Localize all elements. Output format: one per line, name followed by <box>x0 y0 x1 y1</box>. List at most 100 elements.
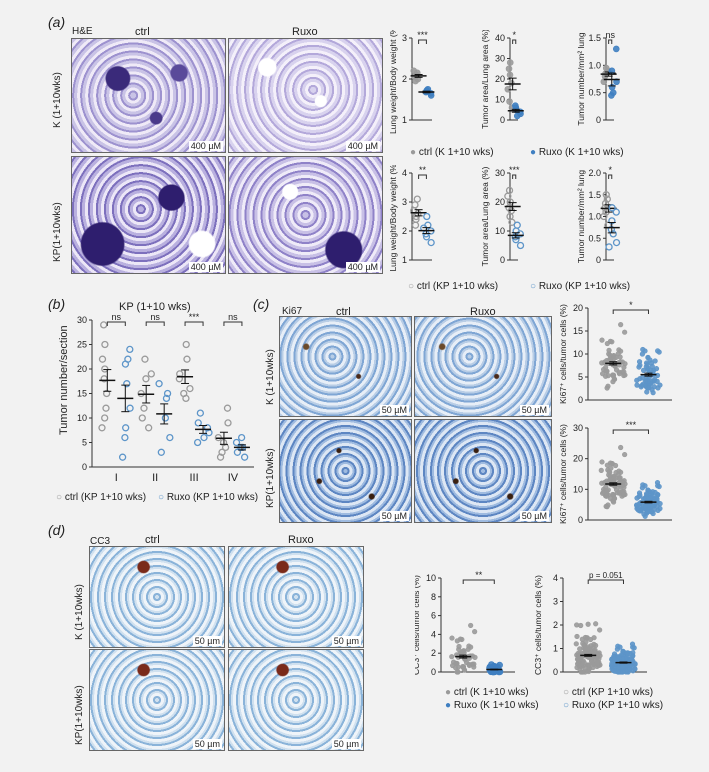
data-point <box>102 404 110 412</box>
y-tick-label: 1.5 <box>588 33 601 43</box>
data-point <box>628 662 634 668</box>
data-point <box>140 404 148 412</box>
data-point <box>608 92 615 99</box>
legend-ring-ruxo: ○ <box>158 492 165 503</box>
legend-d-k-ruxo: ● Ruxo (K 1+10 wks) <box>445 700 539 711</box>
significance-label: * <box>629 300 633 310</box>
data-point <box>630 650 636 656</box>
ki67-ruxo-k-image: 50 µM <box>414 316 552 417</box>
significance-bracket <box>462 579 495 584</box>
legend-b-ruxo: ○ Ruxo (KP 1+10 wks) <box>158 492 258 503</box>
data-point <box>218 448 226 456</box>
data-point <box>612 462 619 469</box>
data-point <box>622 372 628 378</box>
y-tick-label: 0.5 <box>588 88 601 98</box>
panel-a-row-k: K (1+10wks) <box>52 72 63 128</box>
data-point <box>591 648 598 654</box>
significance-label: ** <box>475 570 483 580</box>
legend-b-ctrl: ○ ctrl (KP 1+10 wks) <box>56 492 146 503</box>
data-point <box>605 487 611 493</box>
scale-bar: 50 µm <box>192 636 222 646</box>
legend-a-kp-ctrl: ○ ctrl (KP 1+10 wks) <box>408 281 498 292</box>
data-point <box>591 635 597 641</box>
y-tick-label: 0 <box>578 515 583 525</box>
panel-b-title: KP (1+10 wks) <box>119 301 191 313</box>
data-point <box>650 489 656 495</box>
data-point <box>603 503 609 509</box>
data-point <box>147 370 155 378</box>
significance-bracket <box>612 429 649 434</box>
he-ruxo-k-image: 400 µM <box>228 38 383 153</box>
chart-a4: 1 2 3 4 Lung weight/Body weight (%) ** <box>390 165 435 272</box>
cc3-ruxo-kp-image: 50 µm <box>228 649 364 751</box>
y-tick-label: 0 <box>500 255 505 265</box>
data-point <box>622 329 628 335</box>
data-point <box>101 365 109 373</box>
data-point <box>101 340 109 349</box>
data-point <box>603 493 610 499</box>
data-point <box>122 424 130 432</box>
data-point <box>641 511 647 517</box>
data-point <box>449 635 455 641</box>
significance-label: *** <box>189 312 200 322</box>
data-point <box>456 643 462 650</box>
y-axis-label: Ki67⁺ cells/tumor cells (%) <box>560 424 568 524</box>
y-tick-label: 40 <box>495 33 505 43</box>
data-point <box>200 433 208 442</box>
data-point <box>237 433 246 442</box>
data-point <box>593 621 599 627</box>
data-point <box>653 366 660 372</box>
data-point <box>594 661 600 667</box>
y-tick-label: 10 <box>573 484 583 494</box>
y-tick-label: 15 <box>77 389 87 399</box>
y-tick-label: 20 <box>495 197 505 207</box>
data-point <box>508 79 515 87</box>
chart-d2: 0 1 2 3 4 CC3⁺ cells/tumor cells (%) p = 0.051 <box>535 571 647 677</box>
data-point <box>602 364 609 371</box>
data-point <box>646 384 652 391</box>
y-axis-label: Tumor area/Lung area (%) <box>480 30 490 129</box>
panel-c-row-kp: KP(1+10wks) <box>265 448 276 508</box>
data-point <box>634 377 640 383</box>
data-point <box>233 448 242 456</box>
data-point <box>629 641 636 647</box>
legend-d-kp-ruxo: ○ Ruxo (KP 1+10 wks) <box>563 700 663 711</box>
significance-label: *** <box>417 30 428 40</box>
data-point <box>612 208 620 216</box>
scale-bar: 50 µM <box>519 511 549 521</box>
scale-bar: 400 µM <box>188 141 223 151</box>
y-axis-label: Ki67⁺ cells/tumor cells (%) <box>560 304 568 404</box>
data-point <box>610 372 616 378</box>
data-point <box>599 337 605 343</box>
data-point <box>512 102 519 109</box>
data-point <box>622 451 628 458</box>
data-point <box>645 354 651 361</box>
data-point <box>582 669 588 675</box>
data-point <box>472 654 478 660</box>
data-point <box>573 641 579 647</box>
data-point <box>123 380 131 388</box>
data-point <box>616 369 622 375</box>
y-axis-label: Lung weight/Body weight (%) <box>390 30 398 134</box>
y-tick-label: 3 <box>402 33 407 43</box>
legend-dot-ruxo: ● <box>445 700 452 711</box>
x-tick-label: IV <box>228 472 239 484</box>
data-point <box>648 367 654 373</box>
legend-d-kp-ctrl: ○ ctrl (KP 1+10 wks) <box>563 687 653 698</box>
data-point <box>506 59 514 66</box>
y-axis-label: Tumor area/Lung area (%) <box>480 166 490 266</box>
y-tick-label: 10 <box>426 573 436 583</box>
significance-label: *** <box>626 420 637 430</box>
y-tick-label: 1.0 <box>588 60 601 70</box>
data-point <box>610 379 616 385</box>
data-point <box>583 639 589 645</box>
data-point <box>465 646 471 652</box>
chart-a1: 1 2 3 Lung weight/Body weight (%) *** <box>390 30 435 134</box>
data-point <box>599 459 605 465</box>
data-point <box>472 629 478 635</box>
data-point <box>654 378 660 384</box>
y-tick-label: 0 <box>596 255 601 265</box>
panel-a-stain-label: H&E <box>72 26 93 37</box>
data-point <box>126 345 134 354</box>
